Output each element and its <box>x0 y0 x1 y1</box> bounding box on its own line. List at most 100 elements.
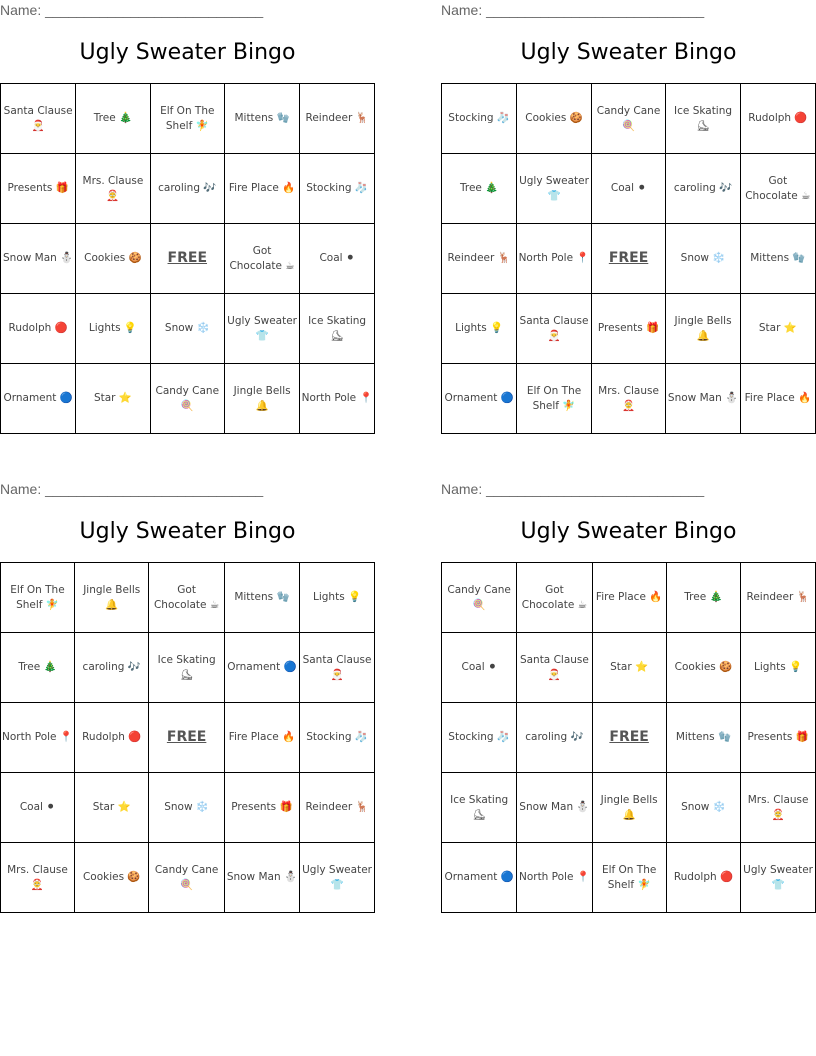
bingo-cell: Cookies 🍪 <box>75 223 151 294</box>
grid-row: Ice Skating ⛸ Snow Man ⛄ Jingle Bells 🔔 Sno… <box>440 772 816 843</box>
bingo-cell: North Pole 📍 <box>516 223 592 294</box>
name-field: Name: ____________________________ <box>0 481 264 497</box>
bingo-cell: Stocking 🧦 <box>440 702 518 773</box>
bingo-cell: Elf On The Shelf 🧚 <box>149 83 225 154</box>
bingo-cell: Ornament 🔵 <box>223 632 301 703</box>
bingo-cell: Ugly Sweater 👕 <box>223 293 301 364</box>
bingo-cell: Ice Skating ⛸ <box>148 632 225 703</box>
grid-row: Candy Cane 🍭 Got Chocolate ☕ Fire Place 🔥 T… <box>440 562 816 633</box>
free-cell: FREE <box>590 223 667 294</box>
free-cell: FREE <box>591 702 667 773</box>
bingo-cell: Ice Skating ⛸ <box>299 293 375 364</box>
bingo-grid: Stocking 🧦 Cookies 🍪 Candy Cane 🍭 Ice Skati… <box>440 83 816 434</box>
bingo-cell: Ugly Sweater 👕 <box>516 153 592 224</box>
bingo-cell: Star ⭐ <box>75 363 151 434</box>
bingo-cell: Lights 💡 <box>440 293 518 364</box>
bingo-cell: Presents 🎁 <box>223 772 301 843</box>
bingo-cell: Snow ❄️ <box>149 293 225 364</box>
bingo-cell: Mrs. Clause 🤶 <box>740 772 816 843</box>
bingo-cell: Candy Cane 🍭 <box>440 562 518 633</box>
bingo-cell: Rudolph 🔴 <box>665 842 742 913</box>
bingo-cell: Got Chocolate ☕ <box>739 153 816 224</box>
bingo-cell: Star ⭐ <box>739 293 816 364</box>
bingo-cell: North Pole 📍 <box>0 702 75 773</box>
card-title: Ugly Sweater Bingo <box>79 519 296 544</box>
bingo-cell: Lights 💡 <box>740 632 816 703</box>
card-title: Ugly Sweater Bingo <box>520 40 737 65</box>
bingo-cell: Cookies 🍪 <box>665 632 742 703</box>
bingo-cell: Candy Cane 🍭 <box>149 363 225 434</box>
grid-row: Reindeer 🦌 North Pole 📍 FREE Snow ❄️ Mittens… <box>440 223 816 294</box>
bingo-cell: Candy Cane 🍭 <box>590 83 667 154</box>
bingo-cell: Coal ⚫ <box>590 153 667 224</box>
grid-row: Snow Man ⛄ Cookies 🍪 FREE Got Chocolate ☕ Co… <box>0 223 375 294</box>
bingo-cell: Snow ❄️ <box>665 223 741 294</box>
grid-row: North Pole 📍 Rudolph 🔴 FREE Fire Place 🔥 Sto… <box>0 702 375 773</box>
name-field: Name: ____________________________ <box>0 2 264 18</box>
bingo-cell: Jingle Bells 🔔 <box>73 562 150 633</box>
bingo-cell: Snow ❄️ <box>665 772 742 843</box>
bingo-cell: Santa Clause 🎅 <box>0 83 77 154</box>
bingo-cell: Jingle Bells 🔔 <box>223 363 301 434</box>
bingo-cell: Ice Skating ⛸ <box>440 772 518 843</box>
bingo-cell: Reindeer 🦌 <box>299 83 375 154</box>
bingo-cell: Reindeer 🦌 <box>440 223 518 294</box>
bingo-cell: Presents 🎁 <box>590 293 667 364</box>
grid-row: Lights 💡 Santa Clause 🎅 Presents 🎁 Jingle B… <box>440 293 816 364</box>
grid-row: Santa Clause 🎅 Tree 🎄 Elf On The Shelf 🧚 Mi… <box>0 83 375 154</box>
free-cell: FREE <box>149 223 225 294</box>
bingo-cell: caroling 🎶 <box>665 153 741 224</box>
card-title: Ugly Sweater Bingo <box>79 40 296 65</box>
bingo-cell: North Pole 📍 <box>516 842 593 913</box>
bingo-cell: Coal ⚫ <box>440 632 518 703</box>
bingo-cell: Elf On The Shelf 🧚 <box>591 842 667 913</box>
bingo-cell: Ornament 🔵 <box>0 363 77 434</box>
bingo-cell: Candy Cane 🍭 <box>148 842 225 913</box>
bingo-cell: Reindeer 🦌 <box>299 772 375 843</box>
bingo-cell: Cookies 🍪 <box>73 842 150 913</box>
bingo-cell: Rudolph 🔴 <box>73 702 150 773</box>
name-field: Name: ____________________________ <box>441 481 705 497</box>
bingo-cell: caroling 🎶 <box>516 702 593 773</box>
bingo-cell: Got Chocolate ☕ <box>148 562 225 633</box>
bingo-cell: Mrs. Clause 🤶 <box>590 363 667 434</box>
bingo-card: Name: ____________________________ Ugly S… <box>440 479 816 919</box>
bingo-cell: Ornament 🔵 <box>440 363 518 434</box>
grid-row: Stocking 🧦 caroling 🎶 FREE Mittens 🧤 Present… <box>440 702 816 773</box>
bingo-cell: Star ⭐ <box>591 632 667 703</box>
bingo-cell: Mittens 🧤 <box>223 562 301 633</box>
bingo-cell: Got Chocolate ☕ <box>516 562 593 633</box>
grid-row: Stocking 🧦 Cookies 🍪 Candy Cane 🍭 Ice Skati… <box>440 83 816 154</box>
bingo-cell: caroling 🎶 <box>149 153 225 224</box>
bingo-cell: Ornament 🔵 <box>440 842 518 913</box>
bingo-cell: Tree 🎄 <box>75 83 151 154</box>
grid-row: Coal ⚫ Star ⭐ Snow ❄️ Presents 🎁 Reindeer 🦌 <box>0 772 375 843</box>
bingo-cell: Reindeer 🦌 <box>740 562 816 633</box>
bingo-cell: Elf On The Shelf 🧚 <box>516 363 592 434</box>
bingo-grid: Elf On The Shelf 🧚 Jingle Bells 🔔 Got Choc… <box>0 562 375 913</box>
card-title: Ugly Sweater Bingo <box>520 519 737 544</box>
bingo-card: Name: ____________________________ Ugly S… <box>0 0 375 440</box>
grid-row: Mrs. Clause 🤶 Cookies 🍪 Candy Cane 🍭 Snow M… <box>0 842 375 913</box>
bingo-cell: Fire Place 🔥 <box>591 562 667 633</box>
bingo-cell: Fire Place 🔥 <box>223 702 301 773</box>
bingo-cell: Snow Man ⛄ <box>0 223 77 294</box>
bingo-cell: Rudolph 🔴 <box>739 83 816 154</box>
grid-row: Ornament 🔵 Star ⭐ Candy Cane 🍭 Jingle Bells… <box>0 363 375 434</box>
grid-row: Presents 🎁 Mrs. Clause 🤶 caroling 🎶 Fire Pl… <box>0 153 375 224</box>
bingo-cell: North Pole 📍 <box>299 363 375 434</box>
grid-row: Tree 🎄 Ugly Sweater 👕 Coal ⚫ caroling 🎶 Got … <box>440 153 816 224</box>
bingo-cell: Jingle Bells 🔔 <box>665 293 741 364</box>
bingo-cell: Snow ❄️ <box>148 772 225 843</box>
free-cell: FREE <box>148 702 225 773</box>
bingo-cell: Mittens 🧤 <box>739 223 816 294</box>
bingo-cell: Elf On The Shelf 🧚 <box>0 562 75 633</box>
grid-row: Rudolph 🔴 Lights 💡 Snow ❄️ Ugly Sweater 👕 Ic… <box>0 293 375 364</box>
bingo-grid: Candy Cane 🍭 Got Chocolate ☕ Fire Place 🔥 T… <box>440 562 816 913</box>
bingo-grid: Santa Clause 🎅 Tree 🎄 Elf On The Shelf 🧚 Mi… <box>0 83 375 434</box>
bingo-cell: Snow Man ⛄ <box>665 363 741 434</box>
bingo-cell: Got Chocolate ☕ <box>223 223 301 294</box>
bingo-cell: Lights 💡 <box>75 293 151 364</box>
bingo-cell: Coal ⚫ <box>0 772 75 843</box>
